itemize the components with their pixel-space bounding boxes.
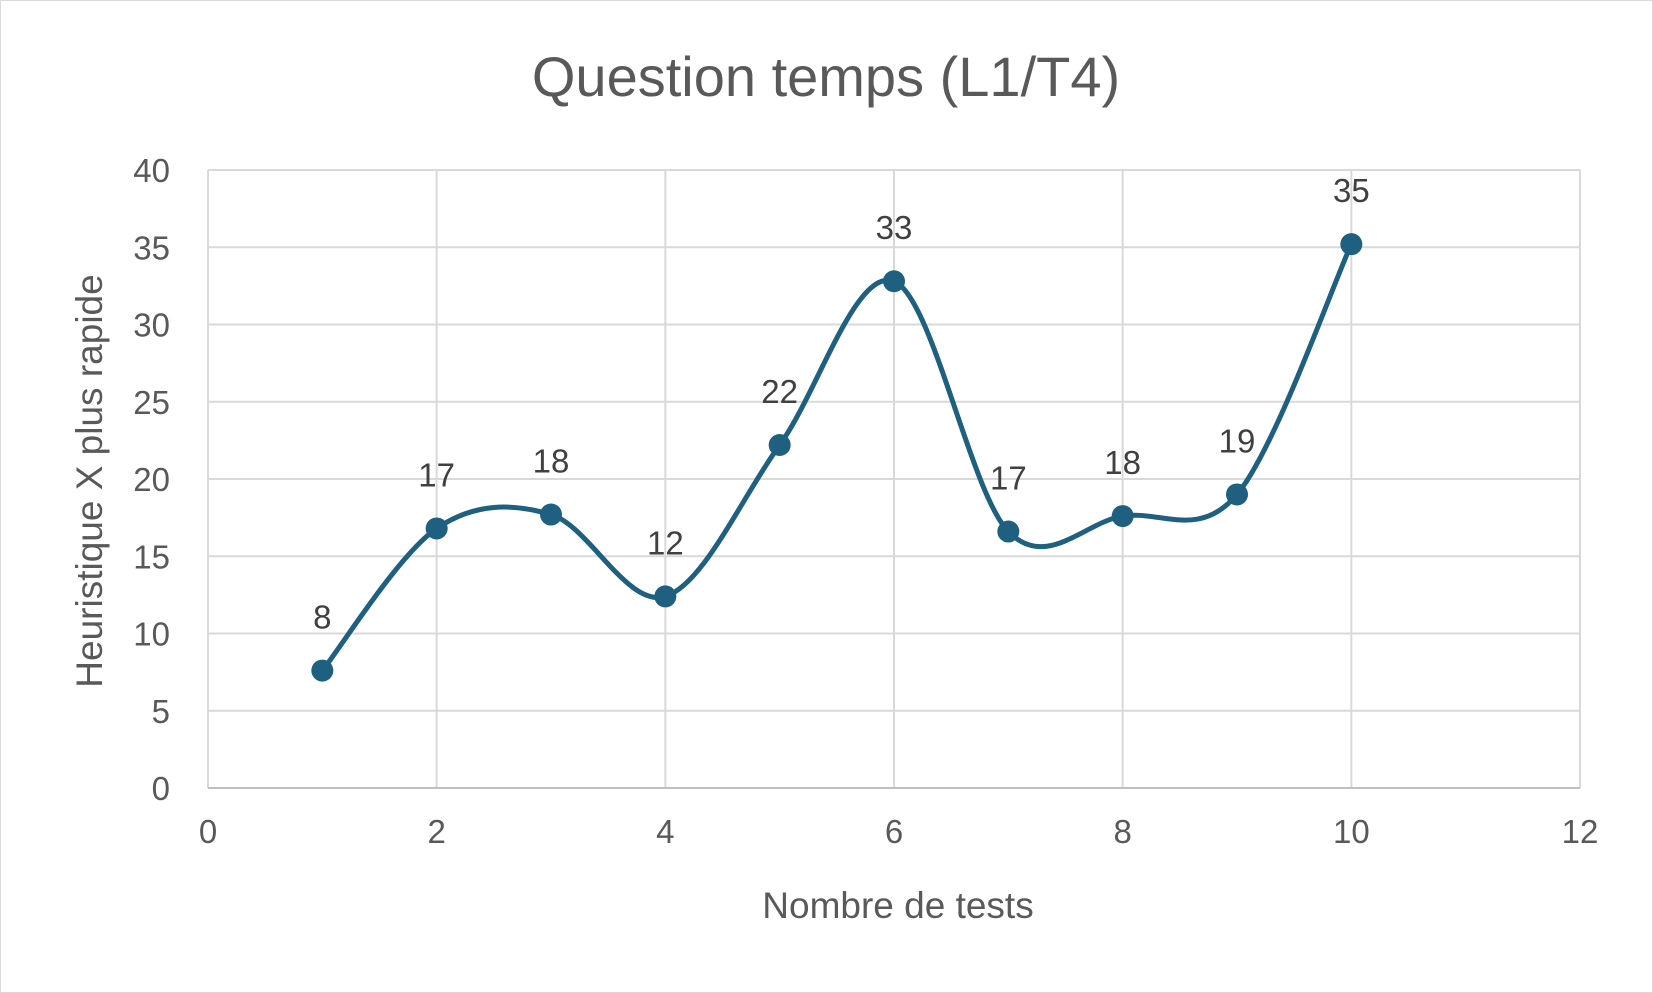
data-point-7 [997,520,1020,543]
data-point-8 [1111,505,1134,528]
data-point-10 [1340,233,1363,256]
data-point-1 [311,659,334,682]
x-tick-label-0: 0 [199,813,217,850]
y-tick-label-4: 20 [133,461,170,498]
data-label-3: 18 [533,443,570,480]
y-tick-label-6: 30 [133,307,170,344]
chart-title: Question temps (L1/T4) [532,45,1120,108]
x-tick-label-3: 6 [885,813,903,850]
y-axis-ticks: 0 5 10 15 20 25 30 35 40 [133,152,170,807]
data-point-9 [1226,483,1248,506]
y-tick-label-1: 5 [152,693,170,730]
y-tick-label-3: 15 [133,538,170,575]
series-layer [311,233,1363,682]
x-tick-label-1: 2 [427,813,445,850]
x-tick-label-5: 10 [1333,813,1370,850]
x-tick-label-6: 12 [1562,813,1599,850]
data-point-3 [540,503,562,526]
data-point-2 [425,517,448,540]
x-axis-ticks: 0 2 4 6 8 10 12 [199,813,1599,850]
x-tick-label-2: 4 [656,813,674,850]
data-label-8: 18 [1104,444,1141,481]
data-labels: 8 17 18 12 22 33 17 18 19 35 [313,172,1370,635]
data-point-6 [883,270,905,293]
y-tick-label-7: 35 [133,229,170,266]
y-tick-label-0: 0 [152,770,170,807]
x-axis-title: Nombre de tests [762,885,1033,926]
data-label-7: 17 [990,460,1027,497]
series-line-0 [320,243,1354,673]
data-point-4 [654,585,677,608]
y-axis-title: Heuristique X plus rapide [69,274,110,687]
data-label-6: 33 [876,209,913,246]
x-tick-label-4: 8 [1113,813,1131,850]
gridlines [207,169,1581,789]
data-label-2: 17 [418,456,455,493]
data-label-10: 35 [1333,172,1370,209]
data-label-9: 19 [1219,422,1256,459]
y-tick-label-5: 25 [133,384,170,421]
y-tick-label-2: 10 [133,616,170,653]
data-label-4: 12 [647,524,684,561]
data-label-5: 22 [761,373,798,410]
data-point-5 [768,434,791,457]
data-label-1: 8 [313,599,331,636]
y-tick-label-8: 40 [133,152,170,189]
